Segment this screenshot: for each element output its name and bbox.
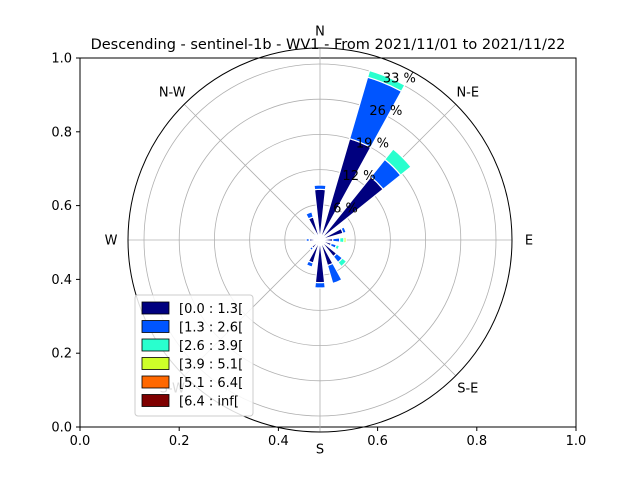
y-tick-label: 1.0 bbox=[51, 52, 72, 67]
legend: [0.0 : 1.3[ [1.3 : 2.6[ [2.6 : 3.9[ [3.9 : … bbox=[134, 294, 254, 417]
windrose-bar bbox=[305, 260, 315, 268]
windrose-bar bbox=[305, 237, 311, 243]
legend-label: [6.4 : inf[ bbox=[179, 395, 239, 410]
windrose-bar bbox=[305, 211, 315, 220]
x-tick-label: 0.6 bbox=[367, 434, 388, 449]
direction-label: W bbox=[105, 234, 118, 249]
x-tick-label: 0.8 bbox=[466, 434, 487, 449]
legend-swatch bbox=[141, 357, 170, 370]
radial-tick-label: 12 % bbox=[342, 169, 375, 184]
x-tick-label: 1.0 bbox=[566, 434, 587, 449]
direction-label: S-E bbox=[457, 381, 478, 396]
direction-label: S bbox=[316, 443, 324, 458]
legend-label: [0.0 : 1.3[ bbox=[179, 302, 243, 317]
windrose-bar bbox=[314, 240, 318, 244]
windrose-bar bbox=[326, 262, 343, 285]
windrose-bar bbox=[312, 232, 317, 237]
y-tick-label: 0.6 bbox=[51, 199, 72, 214]
windrose-bar bbox=[313, 184, 327, 191]
windrose-bar bbox=[366, 69, 406, 93]
axes-frame bbox=[79, 57, 577, 428]
direction-label: E bbox=[525, 234, 533, 249]
windrose-bar bbox=[332, 237, 341, 243]
y-tick-label: 0.4 bbox=[51, 273, 72, 288]
radial-tick-label: 33 % bbox=[383, 71, 416, 86]
direction-label: N-W bbox=[159, 86, 186, 101]
radial-tick-label: 19 % bbox=[356, 136, 389, 151]
cartesian-axes: 0.0 0.2 0.4 0.6 0.8 1.0 0.0 0.2 0.4 0.6 0.8 1.0 bbox=[51, 52, 586, 450]
direction-label: N bbox=[315, 25, 325, 40]
y-tick-label: 0.8 bbox=[51, 125, 72, 140]
legend-swatch bbox=[141, 394, 170, 407]
windrose-bar bbox=[314, 236, 318, 240]
y-tick-label: 0.0 bbox=[51, 421, 72, 436]
windrose-bar bbox=[383, 148, 412, 177]
windrose-bar bbox=[308, 245, 315, 252]
radial-tick-label: 26 % bbox=[369, 104, 402, 119]
windrose-bar bbox=[314, 281, 326, 289]
radial-tick-label: 6 % bbox=[333, 201, 358, 216]
direction-label: N-E bbox=[456, 86, 479, 101]
x-tick-label: 0.2 bbox=[169, 434, 190, 449]
polar-outline bbox=[127, 47, 513, 433]
windrose-bar bbox=[340, 226, 347, 235]
legend-label: [2.6 : 3.9[ bbox=[179, 339, 243, 354]
chart-title: Descending - sentinel-1b - WV1 - From 20… bbox=[91, 37, 566, 53]
legend-swatch bbox=[141, 320, 170, 333]
legend-label: [3.9 : 5.1[ bbox=[179, 358, 243, 373]
windrose-bar bbox=[334, 244, 341, 251]
legend-swatch bbox=[141, 375, 170, 389]
windrose-bar bbox=[343, 236, 347, 244]
windrose-bar bbox=[337, 257, 348, 268]
legend-swatch bbox=[141, 338, 170, 352]
angular-gridline bbox=[183, 103, 321, 241]
x-tick-label: 0.4 bbox=[268, 434, 289, 449]
legend-label: [1.3 : 2.6[ bbox=[179, 321, 243, 336]
legend-swatch bbox=[141, 301, 170, 315]
y-tick-label: 0.2 bbox=[51, 347, 72, 362]
x-tick-label: 0.0 bbox=[70, 434, 91, 449]
legend-label: [5.1 : 6.4[ bbox=[179, 376, 243, 391]
